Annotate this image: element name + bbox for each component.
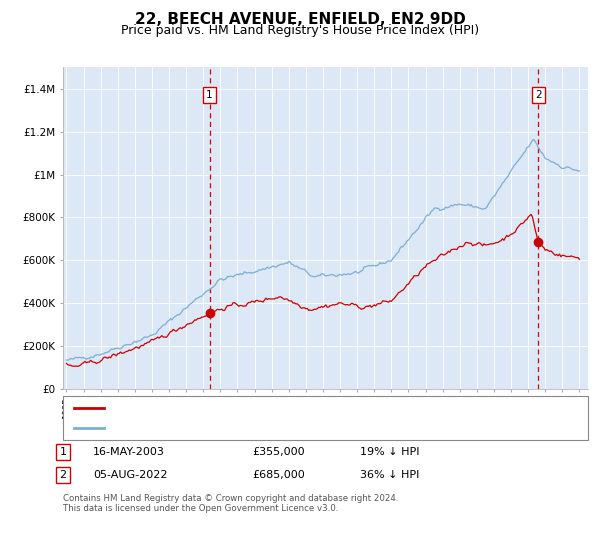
Text: Price paid vs. HM Land Registry's House Price Index (HPI): Price paid vs. HM Land Registry's House … xyxy=(121,24,479,36)
Text: 2: 2 xyxy=(535,90,541,100)
Text: 22, BEECH AVENUE, ENFIELD, EN2 9DD: 22, BEECH AVENUE, ENFIELD, EN2 9DD xyxy=(134,12,466,27)
Text: 16-MAY-2003: 16-MAY-2003 xyxy=(93,447,165,457)
Text: HPI: Average price, detached house, Enfield: HPI: Average price, detached house, Enfi… xyxy=(110,423,338,433)
Text: 36% ↓ HPI: 36% ↓ HPI xyxy=(360,470,419,480)
Text: 1: 1 xyxy=(206,90,213,100)
Text: Contains HM Land Registry data © Crown copyright and database right 2024.
This d: Contains HM Land Registry data © Crown c… xyxy=(63,494,398,514)
Text: £685,000: £685,000 xyxy=(252,470,305,480)
Text: 19% ↓ HPI: 19% ↓ HPI xyxy=(360,447,419,457)
Text: 1: 1 xyxy=(59,447,67,457)
Text: 05-AUG-2022: 05-AUG-2022 xyxy=(93,470,167,480)
Text: £355,000: £355,000 xyxy=(252,447,305,457)
Text: 2: 2 xyxy=(59,470,67,480)
Text: 22, BEECH AVENUE, ENFIELD, EN2 9DD (detached house): 22, BEECH AVENUE, ENFIELD, EN2 9DD (deta… xyxy=(110,403,409,413)
